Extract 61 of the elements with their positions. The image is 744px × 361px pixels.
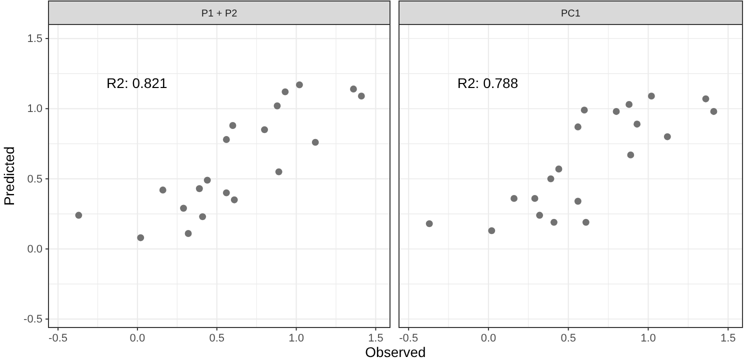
y-tick-label: 0.0 — [27, 243, 42, 256]
point — [710, 108, 718, 115]
x-tick-label: 1.5 — [368, 332, 384, 344]
point — [229, 122, 236, 129]
point — [555, 166, 562, 172]
point — [536, 212, 544, 219]
y-tick-label: 0.5 — [27, 173, 42, 186]
point — [664, 133, 671, 140]
point — [702, 95, 710, 102]
point — [510, 194, 518, 202]
point — [196, 185, 203, 192]
point — [488, 227, 496, 234]
point — [358, 92, 365, 100]
y-axis-title: Predicted — [1, 146, 17, 206]
chart-title: PC1 — [561, 8, 581, 20]
point — [626, 100, 633, 108]
annotation: R2: 0.788 — [457, 75, 518, 91]
x-tick-label: 1.0 — [640, 332, 656, 344]
point — [574, 198, 582, 205]
point — [199, 213, 206, 220]
x-axis-title: Observed — [365, 344, 426, 360]
x-tick-label: 0.0 — [130, 332, 146, 344]
point — [531, 194, 538, 202]
point — [180, 204, 187, 212]
point — [574, 123, 582, 130]
point — [547, 175, 554, 182]
point — [426, 220, 433, 228]
point — [137, 234, 144, 242]
x-tick-label: 1.0 — [288, 332, 304, 344]
y-tick-label: 1.0 — [27, 103, 42, 116]
y-tick-label: 1.5 — [27, 33, 42, 46]
point — [350, 86, 357, 92]
point — [634, 120, 641, 128]
point — [282, 88, 289, 96]
point — [312, 138, 319, 146]
point — [222, 136, 230, 143]
x-tick-label: 0.5 — [560, 332, 576, 344]
point — [204, 176, 211, 184]
x-tick-label: -0.5 — [48, 332, 68, 344]
x-tick-label: 0.0 — [480, 332, 496, 344]
y-tick-label: -0.5 — [24, 314, 42, 326]
point — [275, 168, 282, 176]
point — [627, 151, 634, 158]
point — [550, 218, 558, 226]
point — [230, 196, 238, 204]
point — [648, 92, 655, 100]
point — [261, 126, 268, 134]
point — [75, 212, 82, 219]
point — [296, 81, 303, 88]
x-tick-label: -0.5 — [399, 332, 418, 344]
point — [612, 108, 620, 115]
point — [274, 102, 281, 110]
point — [222, 189, 230, 196]
point — [582, 218, 590, 226]
point — [184, 230, 192, 237]
annotation: R2: 0.821 — [106, 75, 168, 91]
x-tick-label: 0.5 — [209, 332, 225, 344]
point — [159, 186, 166, 194]
point — [580, 106, 588, 114]
x-tick-label: 1.5 — [720, 332, 736, 344]
chart-title: P1 + P2 — [201, 8, 238, 20]
